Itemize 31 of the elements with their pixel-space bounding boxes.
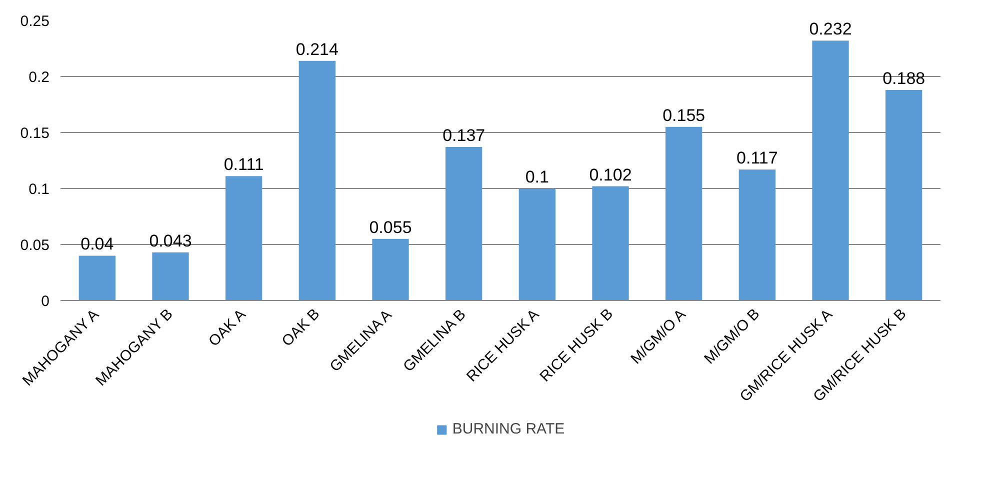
data-label: 0.155 [662,106,706,125]
y-tick-label: 0.2 [28,69,50,86]
bar [666,126,702,300]
bar [738,169,776,300]
data-label: 0.1 [525,168,549,186]
bar [886,90,922,300]
bar [518,188,556,300]
y-tick-label: 0.1 [28,181,50,198]
bar [152,252,189,300]
bar [812,40,849,300]
bar [226,176,262,300]
bar [592,186,629,300]
y-tick-label: 0.05 [20,237,50,254]
data-label: 0.102 [589,165,632,184]
data-label: 0.214 [296,40,338,59]
y-tick-label: 0.15 [20,125,50,142]
data-label: 0.188 [882,68,926,88]
y-tick-label: 0 [41,293,50,310]
bar [298,60,336,300]
bar [78,256,116,300]
legend-label: BURNING RATE [452,420,565,438]
data-label: 0.232 [809,20,852,39]
data-label: 0.137 [442,126,486,146]
y-tick-label: 0.25 [20,13,50,30]
data-label: 0.055 [369,218,412,237]
data-label: 0.04 [80,234,114,254]
bar [372,238,409,300]
bar [446,147,482,300]
data-label: 0.111 [224,155,264,174]
data-label: 0.043 [149,231,192,250]
data-label: 0.117 [736,148,778,168]
